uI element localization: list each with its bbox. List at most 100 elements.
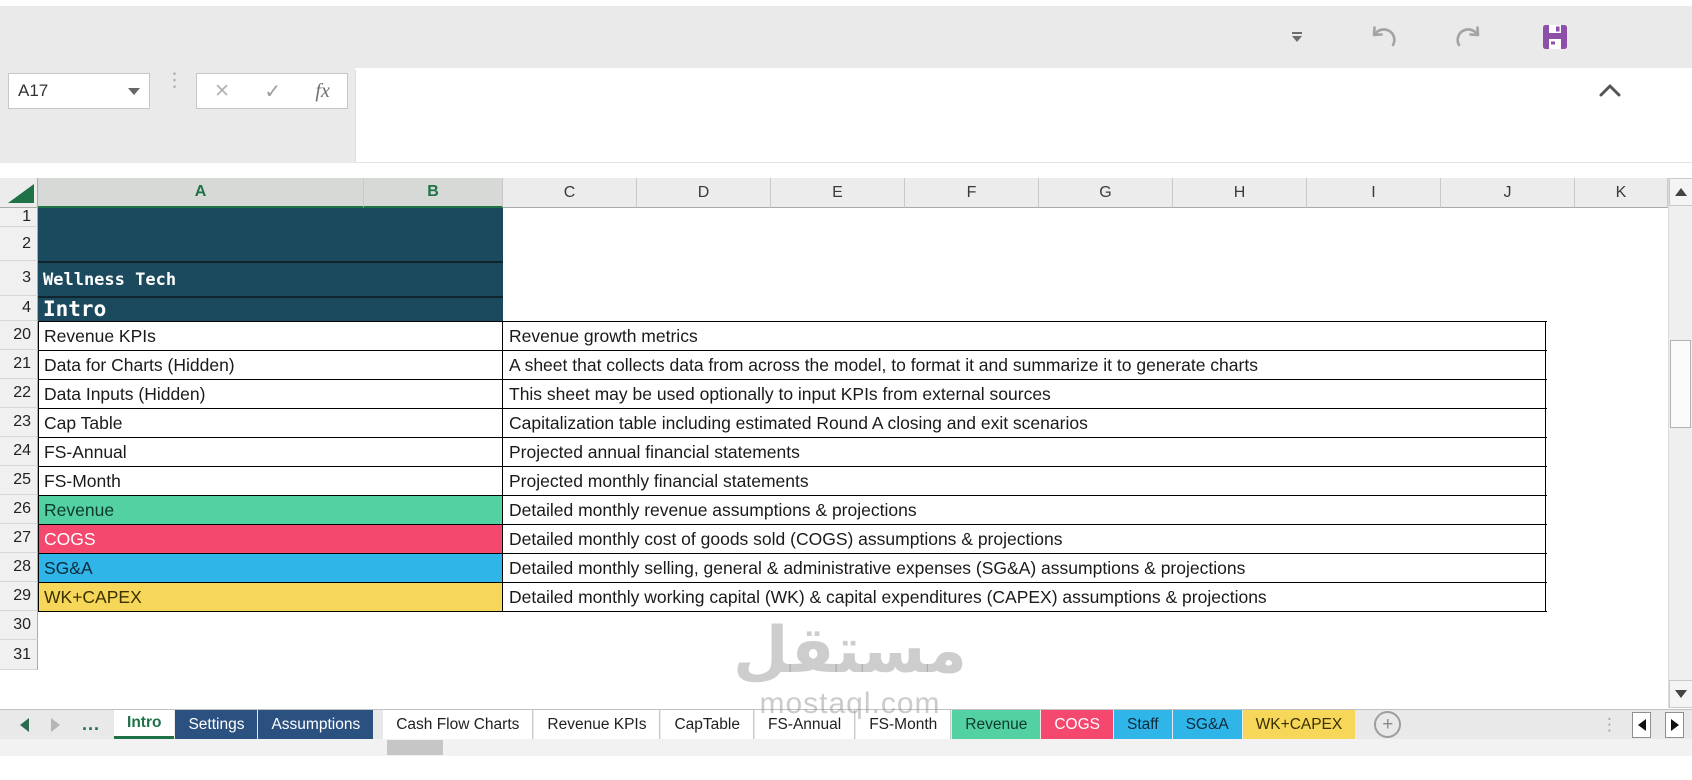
sheet-tab-settings[interactable]: Settings	[175, 710, 258, 739]
row-label-cell[interactable]: SG&A	[38, 554, 503, 583]
tabs-prev-button[interactable]	[20, 717, 29, 732]
row-label-cell[interactable]: Cap Table	[38, 409, 503, 438]
save-button[interactable]	[1538, 20, 1572, 54]
row-label-cell[interactable]: COGS	[38, 525, 503, 554]
split-view-left-button[interactable]	[1632, 711, 1651, 738]
sheet-tab-assumptions[interactable]: Assumptions	[258, 710, 374, 739]
column-header-a[interactable]: A	[38, 178, 364, 208]
horizontal-scrollbar-thumb[interactable]	[387, 740, 443, 755]
select-all-corner[interactable]	[0, 178, 38, 208]
vertical-scrollbar[interactable]	[1668, 178, 1692, 708]
row-header-22[interactable]: 22	[0, 379, 38, 408]
sheet-tab-cogs[interactable]: COGS	[1041, 710, 1113, 739]
table-row-22: Data Inputs (Hidden) This sheet may be us…	[38, 379, 1547, 409]
row-header-3[interactable]: 3	[0, 261, 38, 296]
accept-icon[interactable]: ✓	[264, 80, 282, 103]
redo-button[interactable]	[1452, 20, 1486, 54]
select-all-icon	[8, 184, 34, 203]
row-label-cell[interactable]: WK+CAPEX	[38, 583, 503, 611]
row-header-29[interactable]: 29	[0, 582, 38, 611]
column-header-c[interactable]: C	[503, 178, 637, 208]
row-desc-cell[interactable]: Revenue growth metrics	[503, 322, 1546, 351]
sheet-tab-cash-flow-charts[interactable]: Cash Flow Charts	[383, 710, 534, 739]
column-header-f[interactable]: F	[905, 178, 1039, 208]
function-wizard-icon[interactable]: fx	[315, 79, 330, 102]
sheet-tab-revenue[interactable]: Revenue	[952, 710, 1041, 739]
sheet-tab-staff[interactable]: Staff	[1113, 710, 1172, 739]
row-header-30[interactable]: 30	[0, 611, 38, 640]
name-box[interactable]: A17	[8, 73, 150, 109]
row-header-21[interactable]: 21	[0, 350, 38, 379]
formula-input[interactable]	[355, 70, 1692, 163]
sheet-tab-revenue-kpis[interactable]: Revenue KPIs	[534, 710, 661, 739]
row-header-26[interactable]: 26	[0, 495, 38, 524]
grid-canvas[interactable]: Wellness Tech Intro Revenue KPIs Revenue …	[38, 208, 1668, 708]
sheet-tab-wk-capex[interactable]: WK+CAPEX	[1242, 710, 1356, 739]
split-right-icon	[1670, 718, 1679, 731]
vertical-scrollbar-thumb[interactable]	[1670, 340, 1691, 428]
sheet-tab-intro[interactable]: Intro	[114, 710, 175, 739]
row-desc-cell[interactable]: Detailed monthly revenue assumptions & p…	[503, 496, 1546, 525]
name-box-dropdown-icon[interactable]	[128, 87, 140, 95]
row-desc-cell[interactable]: A sheet that collects data from across t…	[503, 351, 1546, 380]
row-header-31[interactable]: 31	[0, 640, 38, 670]
row-desc-cell[interactable]: This sheet may be used optionally to inp…	[503, 380, 1546, 409]
row-desc-cell[interactable]: Detailed monthly selling, general & admi…	[503, 554, 1546, 583]
column-header-g[interactable]: G	[1039, 178, 1173, 208]
tabs-more-button[interactable]: ...	[82, 714, 101, 734]
sheet-tab-sg-a[interactable]: SG&A	[1172, 710, 1242, 739]
row-label-cell[interactable]: Revenue	[38, 496, 503, 525]
column-header-j[interactable]: J	[1441, 178, 1575, 208]
chevron-up-icon	[1599, 84, 1621, 97]
column-header-b[interactable]: B	[364, 178, 503, 208]
row-header-1[interactable]: 1	[0, 208, 38, 227]
tabs-next-button[interactable]	[51, 717, 60, 732]
arrow-up-icon	[1675, 188, 1687, 196]
column-header-i[interactable]: I	[1307, 178, 1441, 208]
row-header-23[interactable]: 23	[0, 408, 38, 437]
add-sheet-button[interactable]: +	[1374, 711, 1402, 738]
table-row-21: Data for Charts (Hidden) A sheet that col…	[38, 350, 1547, 380]
sheet-tab-fs-month[interactable]: FS-Month	[856, 710, 952, 739]
cancel-icon[interactable]: ✕	[214, 80, 231, 102]
split-view-right-button[interactable]	[1665, 711, 1684, 738]
sheet-tab-fs-annual[interactable]: FS-Annual	[754, 710, 856, 739]
horizontal-scrollbar[interactable]	[0, 739, 1692, 756]
table-row-26: Revenue Detailed monthly revenue assumpti…	[38, 495, 1547, 525]
title-block[interactable]: Wellness Tech Intro	[38, 208, 503, 321]
row-header-27[interactable]: 27	[0, 524, 38, 553]
row-desc-cell[interactable]: Detailed monthly working capital (WK) & …	[503, 583, 1546, 611]
row-header-25[interactable]: 25	[0, 466, 38, 495]
sheet-tab-captable[interactable]: CapTable	[661, 710, 754, 739]
row-desc-cell[interactable]: Projected annual financial statements	[503, 438, 1546, 467]
separator-dots-icon: ⋮	[165, 70, 184, 91]
column-header-d[interactable]: D	[637, 178, 771, 208]
row-header-4[interactable]: 4	[0, 296, 38, 321]
table-row-24: FS-Annual Projected annual financial stat…	[38, 437, 1547, 467]
row-label-cell[interactable]: Revenue KPIs	[38, 322, 503, 351]
collapse-toolbar-button[interactable]	[1598, 82, 1622, 103]
scroll-up-button[interactable]	[1669, 178, 1692, 206]
row-label-cell[interactable]: FS-Annual	[38, 438, 503, 467]
row-header-24[interactable]: 24	[0, 437, 38, 466]
row-header-28[interactable]: 28	[0, 553, 38, 582]
row-desc-cell[interactable]: Detailed monthly cost of goods sold (COG…	[503, 525, 1546, 554]
undo-button[interactable]	[1366, 20, 1400, 54]
row-label-cell[interactable]: Data for Charts (Hidden)	[38, 351, 503, 380]
row-label-cell[interactable]: FS-Month	[38, 467, 503, 496]
column-header-k[interactable]: K	[1575, 178, 1668, 208]
row-desc-cell[interactable]: Projected monthly financial statements	[503, 467, 1546, 496]
row-header-20[interactable]: 20	[0, 321, 38, 350]
top-strip	[0, 0, 1692, 6]
row-headers: 1 2 3 4 20 21 22 23 24 25 26 27 28 29 30 31	[0, 208, 38, 670]
scroll-down-button[interactable]	[1669, 680, 1692, 708]
redo-icon	[1456, 26, 1480, 47]
dropdown-icon	[1292, 32, 1302, 42]
row-desc-cell[interactable]: Capitalization table including estimated…	[503, 409, 1546, 438]
column-header-e[interactable]: E	[771, 178, 905, 208]
row-header-2[interactable]: 2	[0, 227, 38, 261]
column-header-h[interactable]: H	[1173, 178, 1307, 208]
row-label-cell[interactable]: Data Inputs (Hidden)	[38, 380, 503, 409]
toolbar-dropdown-button[interactable]	[1280, 20, 1314, 54]
